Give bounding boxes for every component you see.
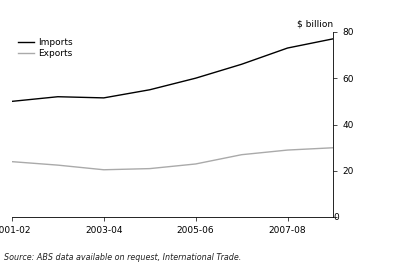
Text: $ billion: $ billion: [297, 19, 333, 28]
Text: Source: ABS data available on request, International Trade.: Source: ABS data available on request, I…: [4, 253, 241, 262]
Legend: Imports, Exports: Imports, Exports: [16, 36, 75, 60]
Text: 0: 0: [333, 213, 339, 222]
